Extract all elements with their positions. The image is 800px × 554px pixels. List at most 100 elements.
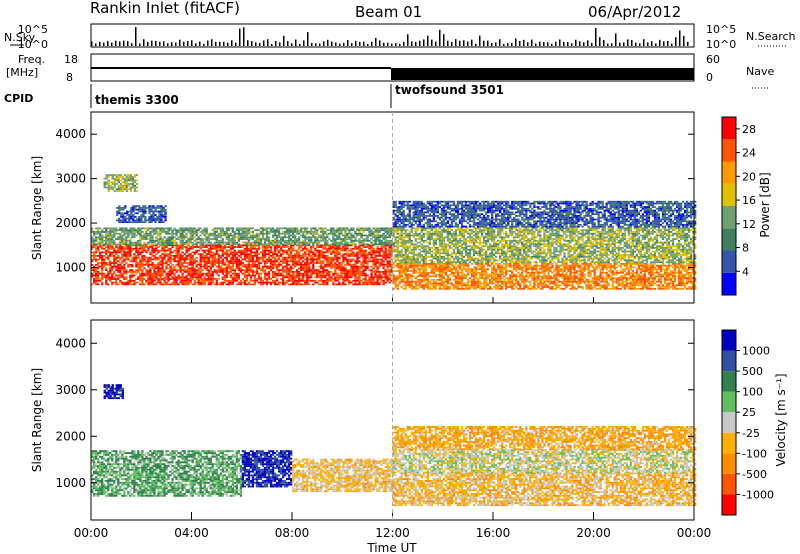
data-cell [200, 283, 202, 285]
data-cell [179, 271, 181, 273]
data-cell [189, 255, 191, 257]
data-cell [171, 251, 173, 253]
data-cell [109, 255, 111, 257]
data-cell [95, 273, 97, 275]
data-cell [177, 246, 179, 248]
data-cell [155, 264, 157, 266]
data-cell [226, 264, 228, 266]
data-cell [113, 262, 115, 264]
data-cell [208, 280, 210, 282]
data-cell [153, 273, 155, 275]
data-cell [226, 246, 228, 248]
data-cell [129, 280, 131, 282]
data-cell [212, 246, 214, 248]
data-cell [113, 273, 115, 275]
data-cell [123, 246, 125, 248]
noise-tick-right-top: 10^5 [706, 23, 736, 36]
data-cell [155, 275, 157, 277]
data-cell [175, 269, 177, 271]
data-cell [161, 260, 163, 262]
data-cell [141, 257, 143, 259]
data-cell [198, 250, 200, 252]
data-cell [163, 282, 165, 284]
noise-bar [199, 42, 201, 46]
data-cell [192, 275, 194, 277]
data-cell [192, 264, 194, 266]
noise-bar [563, 42, 565, 46]
data-cell [159, 275, 161, 277]
data-cell [105, 276, 107, 278]
data-cell [226, 280, 228, 282]
data-cell [185, 262, 187, 264]
data-cell [143, 255, 145, 257]
data-cell [192, 251, 194, 253]
data-cell [133, 282, 135, 284]
data-cell [105, 283, 107, 285]
data-cell [206, 255, 208, 257]
data-cell [157, 275, 159, 277]
data-cell [208, 248, 210, 250]
data-cell [208, 253, 210, 255]
data-cell [119, 259, 121, 261]
noise-bar [611, 43, 613, 46]
data-cell [93, 259, 95, 261]
data-cell [109, 267, 111, 269]
nave-label: Nave [746, 65, 774, 78]
data-cell [228, 282, 230, 284]
data-cell [123, 251, 125, 253]
data-cell [157, 271, 159, 273]
data-cell [137, 264, 139, 266]
data-cell [133, 253, 135, 255]
noise-bar [495, 42, 497, 46]
data-cell [111, 262, 113, 264]
data-cell [200, 266, 202, 268]
data-cell [177, 259, 179, 261]
noise-bar [491, 43, 493, 46]
data-cell [133, 257, 135, 259]
data-cell [159, 283, 161, 285]
data-cell [137, 248, 139, 250]
data-cell [206, 278, 208, 280]
noise-bar [107, 41, 109, 46]
data-cell [169, 255, 171, 257]
data-cell [183, 283, 185, 285]
data-cell [141, 255, 143, 257]
data-cell [137, 253, 139, 255]
data-cell [149, 278, 151, 280]
data-cell [169, 257, 171, 259]
data-cell [187, 282, 189, 284]
data-cell [163, 271, 165, 273]
data-cell [121, 248, 123, 250]
noise-bar [155, 41, 157, 46]
data-cell [109, 280, 111, 282]
freq-label: Freq. [18, 53, 45, 66]
data-cell [95, 275, 97, 277]
data-cell [137, 266, 139, 268]
beam-label: Beam 01 [355, 3, 422, 21]
data-cell [194, 253, 196, 255]
data-cell [99, 257, 101, 259]
data-cell [151, 282, 153, 284]
freq-tick-bottom: 8 [66, 71, 73, 84]
data-cell [202, 278, 204, 280]
data-cell [113, 282, 115, 284]
data-cell [175, 260, 177, 262]
data-cell [129, 255, 131, 257]
data-cell [214, 257, 216, 259]
data-cell [121, 282, 123, 284]
data-cell [165, 246, 167, 248]
data-cell [149, 282, 151, 284]
noise-bar [203, 44, 205, 46]
data-cell [202, 250, 204, 252]
data-cell [187, 264, 189, 266]
data-cell [103, 266, 105, 268]
data-cell [220, 244, 222, 246]
noise-bar [115, 41, 117, 46]
data-cell [208, 275, 210, 277]
data-cell [105, 246, 107, 248]
data-cell [159, 273, 161, 275]
noise-bar [167, 43, 169, 46]
data-cell [210, 250, 212, 252]
data-cell [107, 248, 109, 250]
noise-bar [655, 43, 657, 46]
